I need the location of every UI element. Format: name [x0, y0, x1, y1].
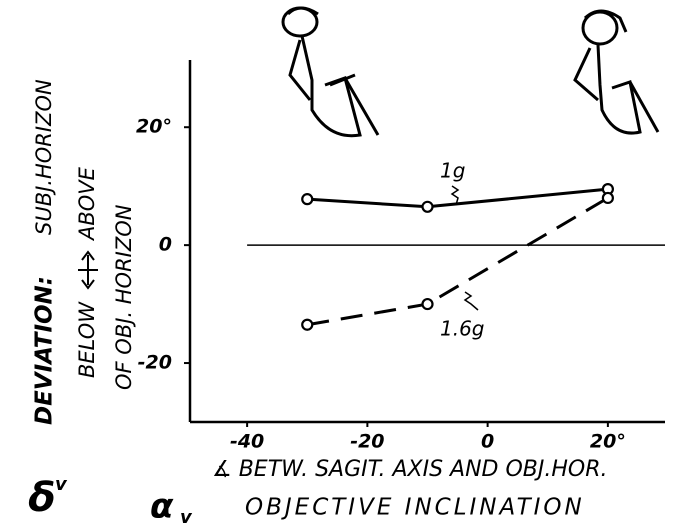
y-axis-label: δ v DEVIATION: SUBJ.HORIZON BELOW ABOVE …	[28, 79, 136, 521]
data-point	[603, 193, 613, 203]
annotation-pointer	[452, 186, 458, 205]
x-label-line1: ∡ BETW. SAGIT. AXIS AND OBJ.HOR.	[212, 457, 608, 482]
x-symbol: α	[150, 487, 174, 527]
y-label-line3: OF OBJ. HORIZON	[112, 204, 136, 390]
y-arrow	[78, 252, 98, 288]
figure-right	[575, 11, 658, 133]
data-point	[302, 320, 312, 330]
x-tick-label: 20°	[590, 431, 626, 453]
y-label-below: BELOW	[75, 301, 99, 378]
series-line	[307, 198, 608, 325]
y-symbol: δ	[28, 475, 55, 521]
y-label-line1: SUBJ.HORIZON	[32, 79, 56, 235]
x-tick-label: 0	[481, 431, 494, 453]
y-label-bold: DEVIATION:	[32, 276, 58, 425]
y-symbol-sub: v	[55, 474, 68, 495]
data-point	[423, 299, 433, 309]
y-tick-label: 0	[159, 234, 172, 256]
x-symbol-sub: v	[180, 507, 193, 528]
figure-left	[283, 8, 378, 136]
x-tick-label: -40	[230, 431, 264, 453]
page: δ v DEVIATION: SUBJ.HORIZON BELOW ABOVE …	[0, 0, 698, 531]
y-tick-label: -20	[138, 352, 172, 374]
annotation-pointer	[465, 292, 478, 310]
data-point	[423, 202, 433, 212]
series-annotation: 1g	[440, 159, 465, 183]
y-label-above: ABOVE	[75, 166, 99, 242]
x-tick-label: -20	[350, 431, 384, 453]
y-tick-label: 20°	[136, 116, 172, 138]
x-label-line2: OBJECTIVE INCLINATION	[245, 495, 585, 521]
series-annotation: 1.6g	[440, 317, 485, 341]
chart: δ v DEVIATION: SUBJ.HORIZON BELOW ABOVE …	[0, 0, 698, 531]
data-point	[302, 194, 312, 204]
